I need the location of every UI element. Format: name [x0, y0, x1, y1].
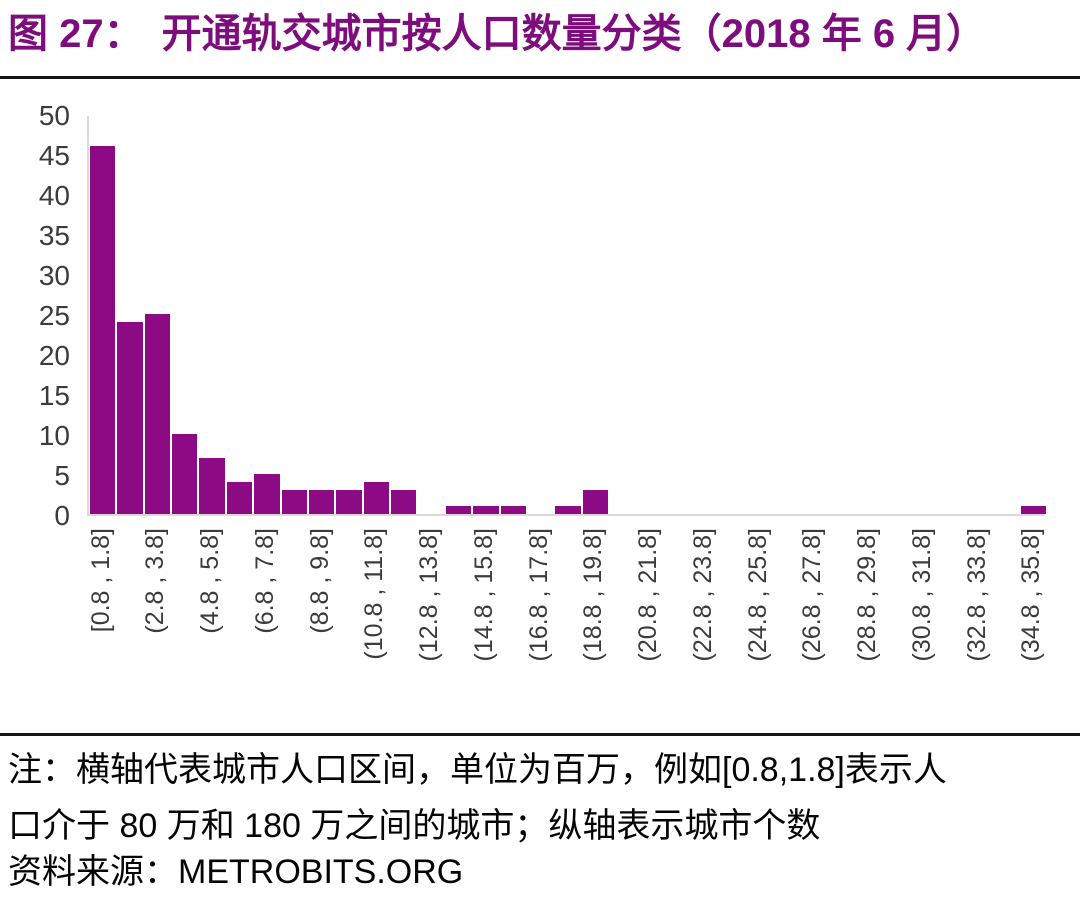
x-tick-label: (4.8 , 5.8] [196, 528, 225, 634]
x-tick-label: (8.8 , 9.8] [305, 528, 334, 634]
x-tick-label: (20.8 , 21.8] [634, 528, 663, 662]
chart-note: 注：横轴代表城市人口区间，单位为百万，例如[0.8,1.8]表示人 口介于 80… [8, 742, 1072, 854]
bar [117, 322, 143, 514]
x-axis-labels: [0.8 , 1.8] (2.8 , 3.8] (4.8 , 5.8] (6.8 , … [86, 520, 1046, 735]
bar [308, 490, 335, 514]
x-tick-label: (30.8 , 31.8] [907, 528, 936, 662]
y-tick-label: 5 [54, 460, 70, 491]
x-tick-label: (14.8 , 15.8] [469, 528, 498, 662]
bar [445, 506, 472, 514]
x-tick-label: [0.8 , 1.8] [86, 528, 115, 633]
y-tick-label: 10 [38, 420, 70, 451]
bar [336, 490, 362, 514]
y-tick-label: 40 [38, 180, 70, 211]
y-tick-label: 50 [38, 100, 70, 131]
bar [1020, 506, 1046, 514]
bar [172, 434, 198, 514]
note-line-1: 注：横轴代表城市人口区间，单位为百万，例如[0.8,1.8]表示人 [8, 751, 947, 789]
histogram-chart: 0 5 10 15 20 25 30 35 40 45 50 [0.8 , 1.8] (2.8 , 3… [0, 90, 1080, 735]
x-tick-label: (28.8 , 29.8] [853, 528, 882, 662]
y-tick-label: 35 [38, 220, 70, 251]
x-tick-label: (26.8 , 27.8] [798, 528, 827, 662]
bar [391, 490, 417, 514]
bar [226, 482, 253, 514]
bar [363, 482, 390, 514]
page-title: 开通轨交城市按人口数量分类（2018 年 6 月） [161, 12, 987, 56]
y-tick-label: 0 [54, 500, 70, 531]
x-tick-label: (12.8 , 13.8] [415, 528, 444, 662]
x-tick-label: (2.8 , 3.8] [141, 528, 170, 634]
x-tick-label: (16.8 , 17.8] [524, 528, 553, 662]
note-line-2: 口介于 80 万和 180 万之间的城市；纵轴表示城市个数 [8, 807, 821, 845]
bar [582, 490, 609, 514]
y-tick-label: 20 [38, 340, 70, 371]
x-tick-label: (32.8 , 33.8] [962, 528, 991, 662]
title-separator [0, 76, 1080, 79]
y-tick-label: 25 [38, 300, 70, 331]
x-tick-label: (24.8 , 25.8] [743, 528, 772, 662]
bar [500, 506, 526, 514]
y-tick-label: 15 [38, 380, 70, 411]
x-tick-label: (6.8 , 7.8] [250, 528, 279, 634]
bar [555, 506, 581, 514]
x-tick-label: (18.8 , 19.8] [579, 528, 608, 662]
bar [254, 474, 280, 514]
figure-number-label: 图 27： [8, 12, 144, 56]
y-axis: 0 5 10 15 20 25 30 35 40 45 50 [0, 90, 80, 650]
x-tick-label: (10.8 , 11.8] [360, 528, 389, 660]
figure-title: 图 27： 开通轨交城市按人口数量分类（2018 年 6 月） [8, 8, 1072, 60]
bar [281, 490, 307, 514]
data-source: 资料来源：METROBITS.ORG [8, 853, 464, 891]
chart-plot-area [87, 116, 1046, 516]
y-tick-label: 45 [38, 140, 70, 171]
bar [199, 458, 225, 514]
bar [90, 146, 116, 514]
y-tick-label: 30 [38, 260, 70, 291]
x-tick-label: (34.8 , 35.8] [1017, 528, 1046, 662]
bar [473, 506, 499, 514]
bar [144, 314, 171, 514]
x-tick-label: (22.8 , 23.8] [688, 528, 717, 662]
note-separator [0, 733, 1080, 736]
